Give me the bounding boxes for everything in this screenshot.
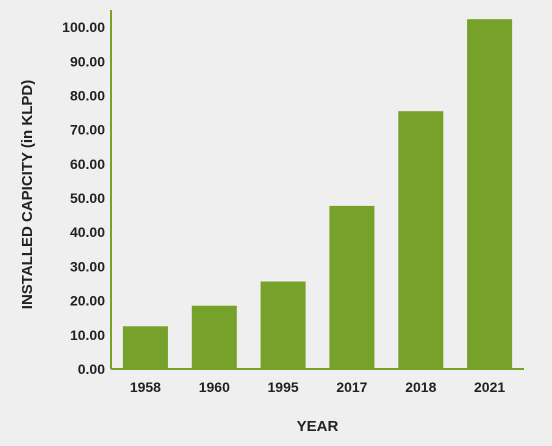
x-tick-label-2018: 2018 — [405, 379, 436, 395]
y-tick-label: 0.00 — [78, 361, 105, 377]
y-tick-label: 10.00 — [70, 327, 105, 343]
x-tick-label-2021: 2021 — [474, 379, 505, 395]
bar-1958 — [122, 326, 168, 369]
y-tick-label: 80.00 — [70, 88, 105, 104]
y-tick-label: 90.00 — [70, 53, 105, 69]
bars-group — [122, 19, 513, 369]
x-tick-label-2017: 2017 — [336, 379, 367, 395]
bar-2018 — [398, 111, 444, 369]
bar-2021 — [467, 19, 513, 369]
y-tick-label: 20.00 — [70, 293, 105, 309]
bar-2017 — [329, 205, 375, 369]
x-tick-label-1995: 1995 — [268, 379, 299, 395]
x-axis-title: YEAR — [297, 418, 339, 435]
y-tick-label: 60.00 — [70, 156, 105, 172]
y-tick-label: 30.00 — [70, 258, 105, 274]
y-tick-label: 50.00 — [70, 190, 105, 206]
y-tick-label: 40.00 — [70, 224, 105, 240]
y-tick-label: 100.00 — [62, 19, 105, 35]
bar-1960 — [191, 305, 237, 369]
y-tick-label: 70.00 — [70, 122, 105, 138]
y-axis-title: INSTALLED CAPICITY (in KLPD) — [19, 80, 36, 309]
x-tick-label-1960: 1960 — [199, 379, 230, 395]
y-axis-ticks: 0.00 10.00 20.00 30.00 40.00 50.00 60.00 70.00 8… — [62, 19, 105, 377]
x-axis-ticks: 1958 1960 1995 2017 2018 2021 — [130, 379, 506, 395]
x-tick-label-1958: 1958 — [130, 379, 161, 395]
bar-1995 — [260, 281, 306, 369]
